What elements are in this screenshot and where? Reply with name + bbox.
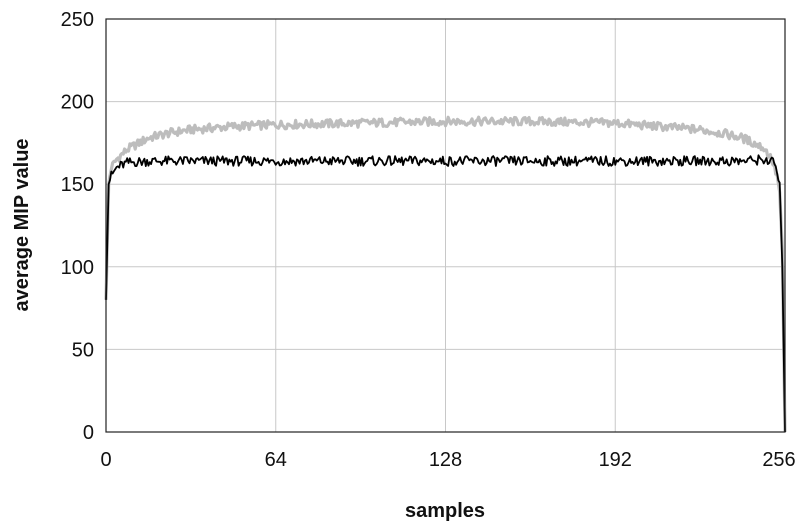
y-tick-label: 0 — [83, 422, 94, 444]
x-axis-title: samples — [405, 500, 485, 522]
y-tick-label: 50 — [72, 339, 94, 361]
y-axis-title: average MIP value — [11, 138, 33, 311]
x-tick-label: 0 — [100, 449, 111, 471]
y-tick-label: 200 — [61, 92, 94, 114]
series-line-1 — [104, 115, 787, 433]
y-tick-label: 250 — [61, 9, 94, 31]
series-line-2 — [105, 154, 786, 433]
grid-lines — [106, 19, 785, 432]
x-tick-label: 64 — [265, 449, 287, 471]
series-lines — [104, 115, 787, 433]
plot-frame — [105, 18, 786, 433]
x-tick-label: 128 — [429, 449, 462, 471]
y-tick-label: 100 — [61, 257, 94, 279]
x-tick-label: 192 — [599, 449, 632, 471]
tick-labels: 0 50 100 150 200 250 0 64 128 192 256 — [61, 9, 796, 471]
y-tick-label: 150 — [61, 174, 94, 196]
x-tick-label: 256 — [762, 449, 795, 471]
